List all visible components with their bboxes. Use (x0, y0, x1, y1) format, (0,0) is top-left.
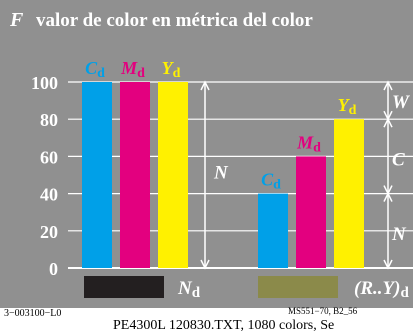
n-arrow-right-head-bottom (383, 259, 393, 270)
bar-label: Yd (338, 95, 357, 118)
annotation-n-left: N (213, 163, 229, 184)
y-tick-label: 0 (49, 259, 58, 279)
bars (82, 82, 364, 268)
bar-label: Md (296, 132, 321, 155)
y-tick-label: 40 (40, 185, 58, 205)
c-arrow-head-top (383, 117, 393, 128)
footer-right-top: MS551−70, B2_56 (288, 306, 358, 316)
bar (296, 156, 326, 268)
annotation-c: C (392, 150, 405, 171)
group-label: (R..Y)d (354, 278, 409, 301)
bar-label: Cd (261, 170, 281, 193)
y-tick-labels: 0 20 40 60 80 100 (31, 73, 58, 279)
footer-left: 3−003100−L0 (4, 308, 61, 319)
annotation-w: W (392, 92, 410, 113)
group-label: Nd (177, 278, 201, 301)
group-swatch (84, 276, 164, 298)
bar (82, 82, 112, 268)
bar-labels: Cd Md Yd Cd Md Yd (85, 58, 357, 193)
bar-label: Cd (85, 58, 105, 81)
w-arrow-head-top (383, 80, 393, 91)
n-arrow-right-head-top (383, 191, 393, 202)
annotations: N W C N (200, 80, 410, 270)
footer-bottom: PE4300L 120830.TXT, 1080 colors, Se (113, 318, 334, 331)
chart-title: valor de color en métrica del color (36, 10, 313, 31)
bar-label: Yd (162, 58, 181, 81)
group-swatch (258, 276, 338, 298)
chart-title-letter: F (9, 9, 24, 31)
bar-label: Md (120, 58, 145, 81)
n-arrow-left-head-bottom (200, 259, 210, 270)
bar (258, 193, 288, 268)
group-swatches: Nd (R..Y)d (84, 276, 409, 301)
y-tick-label: 20 (40, 222, 58, 242)
bar (334, 119, 364, 268)
bar (120, 82, 150, 268)
n-arrow-left-head-top (200, 80, 210, 91)
y-tick-label: 100 (31, 73, 58, 93)
bar (158, 82, 188, 268)
y-tick-label: 60 (40, 147, 58, 167)
annotation-n-right: N (391, 224, 407, 245)
y-tick-label: 80 (40, 110, 58, 130)
